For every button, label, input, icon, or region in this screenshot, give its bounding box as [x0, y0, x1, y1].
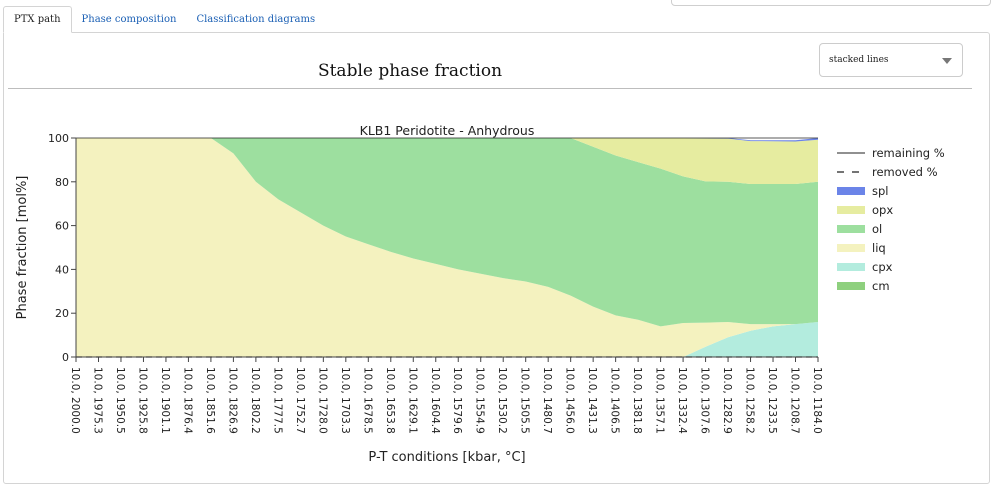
- legend-label: liq: [872, 241, 886, 255]
- x-tick-label: 10.0, 1381.8: [631, 367, 643, 434]
- legend-swatch-liq: [837, 244, 865, 252]
- panel-divider: [8, 88, 972, 89]
- x-tick-label: 10.0, 1678.5: [361, 367, 373, 434]
- legend-label: cm: [872, 279, 890, 293]
- x-tick-label: 10.0, 1777.5: [271, 367, 283, 434]
- x-tick-label: 10.0, 1554.9: [474, 367, 486, 434]
- x-tick-label: 10.0, 1233.5: [766, 367, 778, 434]
- legend-swatch-ol: [837, 225, 865, 233]
- legend-swatch-cm: [837, 282, 865, 290]
- x-tick-label: 10.0, 1975.3: [91, 367, 103, 434]
- x-tick-label: 10.0, 1184.0: [811, 367, 823, 434]
- x-tick-label: 10.0, 1579.6: [451, 367, 463, 434]
- x-tick-label: 10.0, 1530.2: [496, 367, 508, 434]
- legend-swatch-spl: [837, 187, 865, 195]
- x-tick-label: 10.0, 1851.6: [204, 367, 216, 434]
- x-tick-label: 10.0, 1728.0: [316, 367, 328, 434]
- x-tick-label: 10.0, 1752.7: [294, 367, 306, 434]
- legend-label: ol: [872, 222, 882, 236]
- x-axis-label: P-T conditions [kbar, °C]: [368, 450, 525, 465]
- plot-style-select[interactable]: stacked lines: [819, 43, 963, 77]
- x-tick-label: 10.0, 1406.5: [609, 367, 621, 434]
- legend-label: spl: [872, 184, 889, 198]
- tab-bar: PTX path Phase composition Classificatio…: [3, 6, 325, 33]
- x-tick-label: 10.0, 1876.4: [181, 367, 193, 434]
- x-tick-label: 10.0, 1307.6: [699, 367, 711, 434]
- x-tick-label: 10.0, 1901.1: [159, 367, 171, 434]
- area-ol: [76, 138, 818, 327]
- y-tick-label: 100: [48, 132, 69, 145]
- legend-label: cpx: [872, 260, 893, 274]
- legend-swatch-cpx: [837, 263, 865, 271]
- chart-title: KLB1 Peridotite - Anhydrous: [360, 123, 535, 138]
- x-tick-label: 10.0, 1258.2: [744, 367, 756, 434]
- y-tick-label: 0: [62, 351, 69, 364]
- legend-label: removed %: [872, 165, 938, 179]
- x-tick-label: 10.0, 1604.4: [429, 367, 441, 434]
- x-tick-label: 10.0, 1629.1: [406, 367, 418, 434]
- x-tick-label: 10.0, 2000.0: [69, 367, 81, 434]
- y-tick-label: 80: [55, 176, 69, 189]
- x-tick-label: 10.0, 1456.0: [564, 367, 576, 434]
- area-liq: [76, 138, 818, 357]
- legend-label: remaining %: [872, 146, 945, 160]
- x-tick-label: 10.0, 1505.5: [519, 367, 531, 434]
- legend-swatch-opx: [837, 206, 865, 214]
- x-tick-label: 10.0, 1480.7: [541, 367, 553, 434]
- y-tick-label: 40: [55, 263, 69, 276]
- x-tick-label: 10.0, 1282.9: [721, 367, 733, 434]
- x-tick-label: 10.0, 1950.5: [114, 367, 126, 434]
- y-axis-label: Phase fraction [mol%]: [15, 176, 30, 320]
- panel-title: Stable phase fraction: [317, 61, 503, 81]
- x-tick-label: 10.0, 1208.7: [789, 367, 801, 434]
- x-tick-label: 10.0, 1703.3: [339, 367, 351, 434]
- x-tick-label: 10.0, 1802.2: [249, 367, 261, 434]
- tab-ptx-path[interactable]: PTX path: [3, 6, 72, 33]
- tab-classification-diagrams[interactable]: Classification diagrams: [196, 14, 316, 25]
- x-tick-label: 10.0, 1357.1: [654, 367, 666, 434]
- area-opx: [76, 138, 818, 184]
- x-tick-label: 10.0, 1925.8: [136, 367, 148, 434]
- x-tick-label: 10.0, 1826.9: [226, 367, 238, 434]
- x-tick-label: 10.0, 1431.3: [586, 367, 598, 434]
- x-tick-label: 10.0, 1653.8: [384, 367, 396, 434]
- area-cpx: [76, 321, 818, 357]
- plot-style-select-value: stacked lines: [829, 55, 889, 65]
- chevron-down-icon: [942, 58, 952, 64]
- top-right-input[interactable]: [671, 0, 991, 6]
- x-tick-label: 10.0, 1332.4: [676, 367, 688, 434]
- y-tick-label: 60: [55, 220, 69, 233]
- legend-label: opx: [872, 203, 893, 217]
- y-tick-label: 20: [55, 307, 69, 320]
- tab-phase-composition[interactable]: Phase composition: [81, 14, 177, 25]
